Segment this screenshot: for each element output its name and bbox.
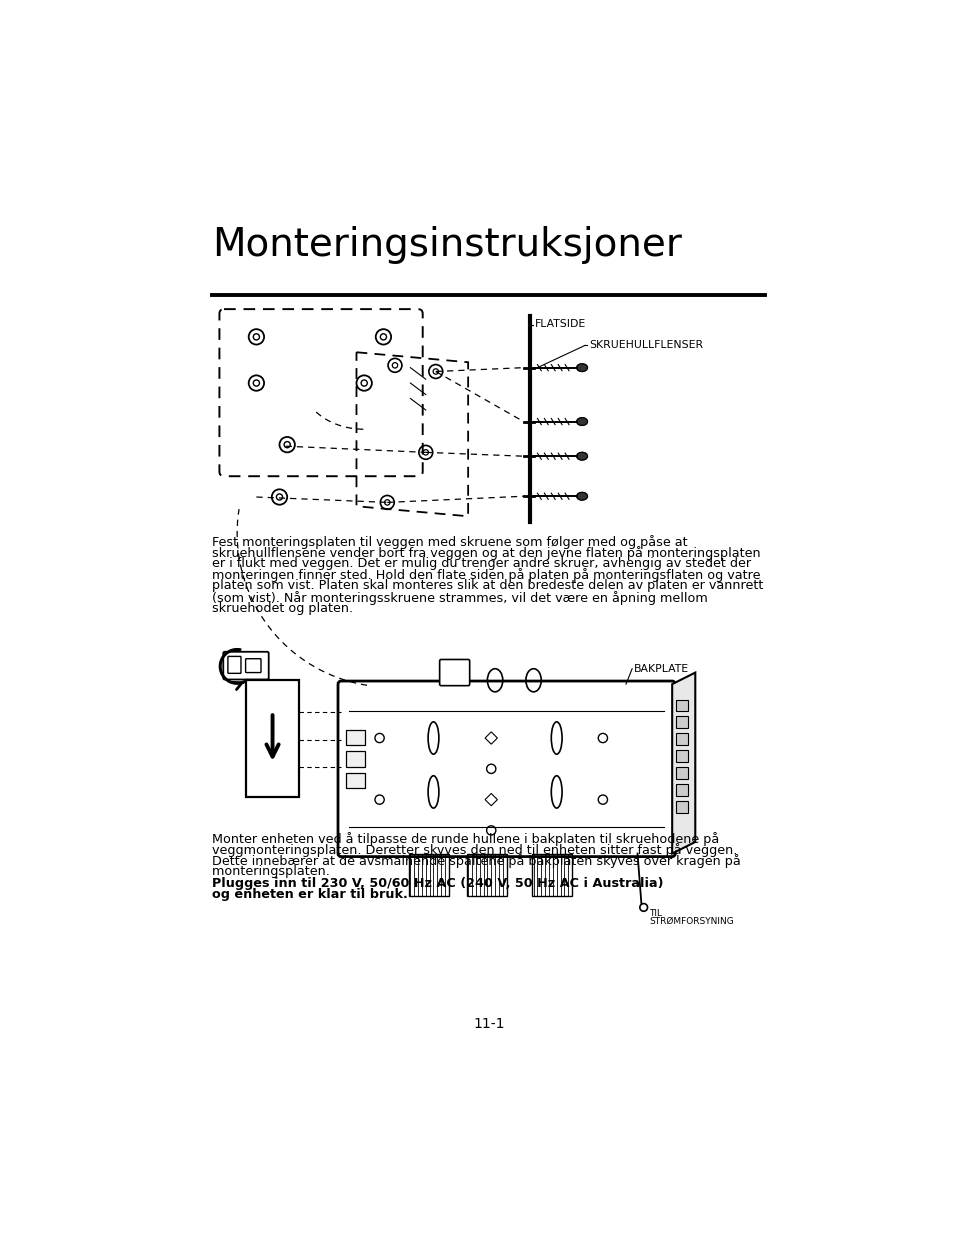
Text: skruehullflensene vender bort fra veggen og at den jevne flaten på monteringspla: skruehullflensene vender bort fra veggen… — [213, 546, 760, 559]
FancyBboxPatch shape — [346, 730, 365, 745]
FancyBboxPatch shape — [346, 773, 365, 788]
Text: platen som vist. Platen skal monteres slik at den bredeste delen av platen er va: platen som vist. Platen skal monteres sl… — [213, 579, 763, 593]
FancyBboxPatch shape — [676, 802, 688, 813]
Text: skruehodet og platen.: skruehodet og platen. — [213, 601, 354, 615]
Text: BAKPLATE: BAKPLATE — [633, 663, 688, 674]
Ellipse shape — [577, 493, 587, 500]
Text: Plugges inn til 230 V, 50/60 Hz AC (240 V, 50 Hz AC i Australia): Plugges inn til 230 V, 50/60 Hz AC (240 … — [213, 877, 663, 889]
Text: Monter enheten ved å tilpasse de runde hullene i bakplaten til skruehodene på: Monter enheten ved å tilpasse de runde h… — [213, 832, 719, 846]
FancyBboxPatch shape — [245, 658, 261, 673]
FancyBboxPatch shape — [337, 680, 675, 857]
FancyBboxPatch shape — [676, 751, 688, 762]
FancyBboxPatch shape — [228, 656, 241, 673]
FancyBboxPatch shape — [676, 699, 688, 711]
Text: monteringsplaten.: monteringsplaten. — [213, 866, 334, 878]
FancyBboxPatch shape — [676, 716, 688, 727]
FancyBboxPatch shape — [676, 784, 688, 795]
Text: veggmonteringsplaten. Deretter skyves den ned til enheten sitter fast på veggen.: veggmonteringsplaten. Deretter skyves de… — [213, 844, 737, 857]
FancyBboxPatch shape — [676, 734, 688, 745]
Polygon shape — [672, 673, 695, 853]
Ellipse shape — [577, 364, 587, 372]
FancyBboxPatch shape — [676, 767, 688, 779]
Text: FLATSIDE: FLATSIDE — [535, 319, 586, 329]
FancyBboxPatch shape — [346, 751, 365, 767]
Text: Dette innebærer at de avsmalnende spaltene på bakplaten skyves over kragen på: Dette innebærer at de avsmalnende spalte… — [213, 855, 740, 868]
Text: monteringen finner sted. Hold den flate siden på platen på monteringsflaten og v: monteringen finner sted. Hold den flate … — [213, 568, 760, 582]
Text: er i flukt med veggen. Det er mulig du trenger andre skruer, avhengig av stedet : er i flukt med veggen. Det er mulig du t… — [213, 557, 751, 571]
Ellipse shape — [577, 452, 587, 461]
Text: Monteringsinstruksjoner: Monteringsinstruksjoner — [213, 226, 681, 264]
Text: og enheten er klar til bruk.: og enheten er klar til bruk. — [213, 888, 408, 900]
Text: 11-1: 11-1 — [473, 1018, 504, 1031]
FancyBboxPatch shape — [223, 652, 269, 679]
Text: TIL: TIL — [648, 909, 661, 918]
FancyBboxPatch shape — [246, 679, 298, 797]
Text: Fest monteringsplaten til veggen med skruene som følger med og påse at: Fest monteringsplaten til veggen med skr… — [213, 535, 687, 548]
Text: STRØMFORSYNING: STRØMFORSYNING — [648, 916, 733, 926]
FancyBboxPatch shape — [439, 659, 469, 685]
Text: (som vist). Når monteringsskruene strammes, vil det være en åpning mellom: (som vist). Når monteringsskruene stramm… — [213, 590, 707, 605]
Ellipse shape — [577, 417, 587, 425]
Text: SKRUEHULLFLENSER: SKRUEHULLFLENSER — [588, 341, 702, 351]
